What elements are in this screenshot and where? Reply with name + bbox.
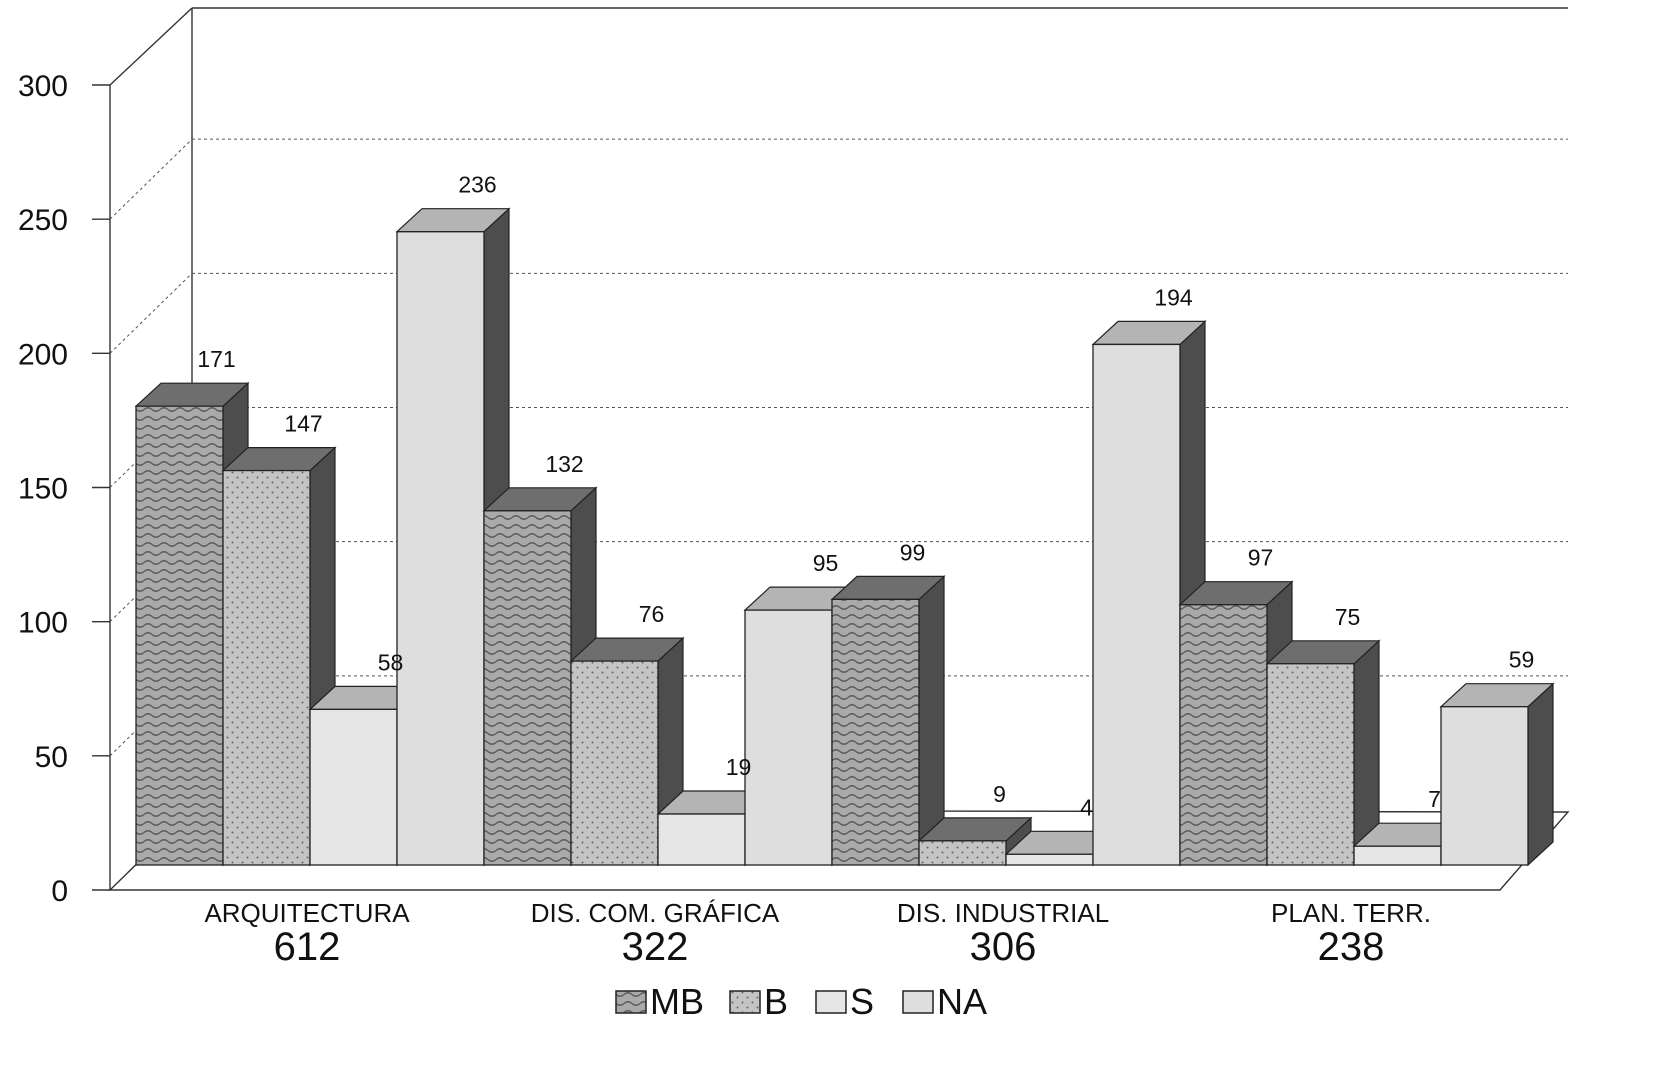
data-label-s-arquitectura: 58	[378, 649, 404, 675]
bar-front	[744, 609, 833, 866]
data-label-s-dis-industrial: 4	[1080, 794, 1093, 820]
bar-side	[1527, 682, 1554, 867]
data-label-mb-plan-terr: 97	[1248, 545, 1274, 571]
data-label-b-plan-terr: 75	[1335, 604, 1361, 630]
bar-front	[831, 598, 920, 866]
legend-item-s: S	[815, 981, 874, 1022]
bar-mb-dis-industrial	[830, 575, 946, 867]
data-label-s-plan-terr: 7	[1428, 786, 1441, 812]
bar-front	[1266, 663, 1355, 866]
category-label-dis-industrial: DIS. INDUSTRIAL	[897, 898, 1109, 928]
bar-front	[1440, 706, 1529, 866]
category-total-arquitectura: 612	[274, 925, 341, 969]
legend-swatch	[902, 990, 934, 1014]
bar-front	[135, 405, 224, 866]
legend-label: S	[850, 981, 874, 1022]
y-tick-label: 50	[35, 741, 68, 774]
data-label-na-dis-industrial: 194	[1154, 284, 1193, 310]
legend: MB B S NA	[615, 981, 987, 1022]
y-tick-label: 150	[18, 473, 68, 506]
bar-front	[1353, 845, 1442, 866]
bar-na-plan-terr	[1439, 682, 1555, 867]
left-wall-top	[109, 7, 193, 86]
legend-item-b: B	[729, 981, 788, 1022]
gridline-side	[109, 541, 193, 623]
bar-front	[1179, 604, 1268, 866]
y-tick-label: 200	[18, 338, 68, 371]
category-label-dis-com-gr-fica: DIS. COM. GRÁFICA	[531, 898, 780, 928]
data-label-na-dis-com-gr-fica: 95	[813, 550, 839, 576]
data-label-b-dis-industrial: 9	[993, 781, 1006, 807]
legend-item-na: NA	[902, 981, 987, 1022]
bar-front	[309, 708, 398, 866]
bar-front	[1092, 343, 1181, 866]
bar-front	[396, 231, 485, 866]
category-label-plan-terr: PLAN. TERR.	[1271, 898, 1431, 928]
category-label-arquitectura: ARQUITECTURA	[204, 898, 410, 928]
data-label-b-arquitectura: 147	[284, 411, 322, 437]
data-label-na-arquitectura: 236	[458, 172, 496, 198]
bar-front	[483, 510, 572, 866]
bar-front	[657, 813, 746, 866]
gridline-side	[109, 272, 193, 354]
bar-group	[134, 207, 1555, 867]
legend-swatch	[729, 990, 761, 1014]
category-total-dis-industrial: 306	[970, 925, 1037, 969]
gridline-side	[109, 675, 193, 757]
legend-item-mb: MB	[615, 981, 704, 1022]
bar-front	[222, 469, 311, 866]
bar-front	[918, 840, 1007, 866]
legend-label: B	[764, 981, 788, 1022]
gridline-side	[109, 407, 193, 488]
legend-swatch	[815, 990, 847, 1014]
legend-label: NA	[937, 981, 987, 1022]
legend-label: MB	[650, 981, 704, 1022]
data-label-s-dis-com-gr-fica: 19	[726, 754, 752, 780]
bar-front	[1005, 853, 1094, 866]
bar-b-dis-industrial	[917, 816, 1033, 867]
legend-swatch	[615, 990, 647, 1014]
data-label-mb-dis-com-gr-fica: 132	[545, 451, 583, 477]
data-label-mb-dis-industrial: 99	[900, 539, 926, 565]
data-label-b-dis-com-gr-fica: 76	[639, 601, 665, 627]
category-total-dis-com-gr-fica: 322	[622, 925, 689, 969]
category-total-plan-terr: 238	[1318, 925, 1385, 969]
y-tick-label: 300	[18, 70, 68, 103]
gridline-side	[109, 138, 193, 220]
y-tick-label: 250	[18, 204, 68, 237]
y-tick-label: 100	[18, 607, 68, 640]
bar-b-plan-terr	[1265, 639, 1381, 867]
y-tick-label: 0	[51, 875, 68, 908]
bar-front	[570, 660, 659, 866]
data-label-na-plan-terr: 59	[1509, 647, 1535, 673]
data-label-mb-arquitectura: 171	[197, 346, 235, 372]
